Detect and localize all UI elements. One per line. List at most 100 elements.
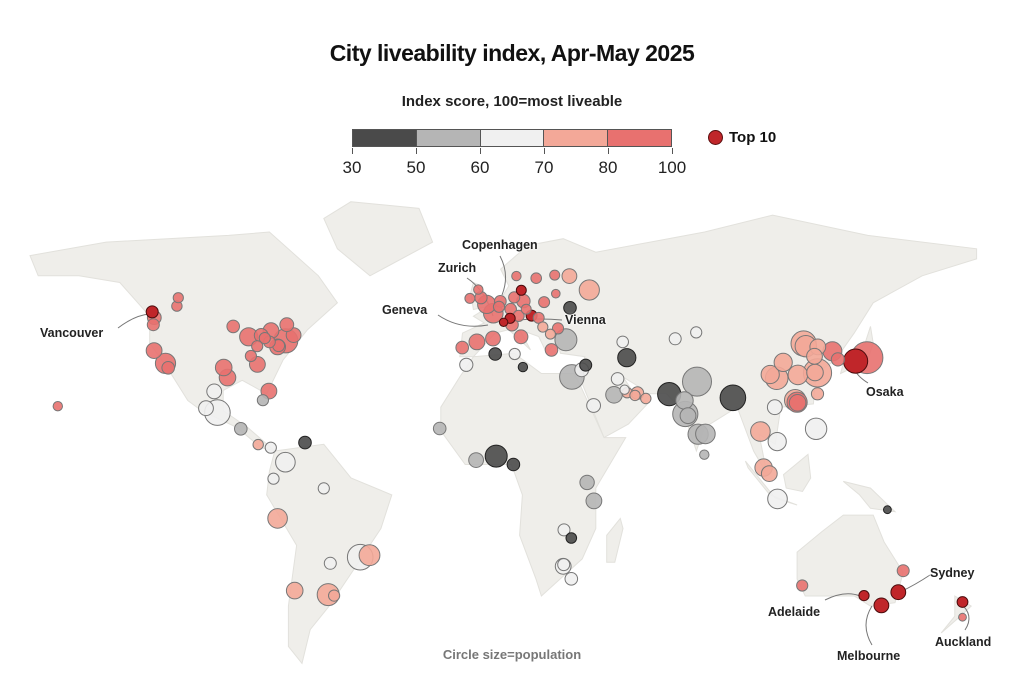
landmass-new-guinea bbox=[842, 480, 897, 513]
landmass-greenland bbox=[323, 201, 434, 277]
city-marker bbox=[328, 589, 341, 602]
city-marker bbox=[530, 272, 543, 285]
leader-line-adelaide bbox=[824, 593, 861, 601]
city-marker bbox=[579, 474, 595, 491]
city-marker bbox=[513, 329, 529, 345]
city-marker bbox=[766, 399, 783, 416]
label-geneva: Geneva bbox=[382, 303, 428, 317]
legend-tick-label: 100 bbox=[657, 158, 687, 177]
landmass-madagascar bbox=[606, 517, 624, 563]
city-marker bbox=[767, 432, 787, 452]
city-marker-top10 bbox=[956, 596, 969, 608]
landmass-australia bbox=[796, 514, 904, 607]
label-zurich: Zurich bbox=[438, 261, 477, 275]
city-marker bbox=[640, 392, 652, 405]
legend-tick-label: 30 bbox=[342, 158, 362, 177]
label-vancouver: Vancouver bbox=[40, 326, 104, 340]
city-marker-top10 bbox=[890, 584, 907, 601]
label-auckland: Auckland bbox=[935, 635, 992, 649]
city-marker bbox=[690, 326, 703, 339]
city-marker bbox=[557, 558, 571, 572]
leader-line-geneva bbox=[437, 314, 489, 327]
legend-tick bbox=[416, 148, 417, 154]
city-marker bbox=[544, 343, 559, 357]
city-marker bbox=[551, 288, 561, 299]
city-marker bbox=[492, 300, 506, 313]
city-marker bbox=[810, 387, 825, 401]
city-marker bbox=[508, 291, 521, 304]
city-marker bbox=[549, 269, 561, 281]
legend-tick bbox=[672, 148, 673, 154]
city-marker bbox=[773, 352, 793, 372]
legend-tick bbox=[352, 148, 353, 154]
city-marker bbox=[760, 364, 780, 385]
city-marker bbox=[679, 407, 697, 425]
city-marker bbox=[564, 572, 579, 586]
city-marker bbox=[275, 451, 296, 473]
city-marker bbox=[455, 340, 470, 355]
city-marker bbox=[551, 322, 565, 335]
city-marker-top10 bbox=[145, 305, 159, 319]
city-marker bbox=[485, 330, 501, 347]
city-marker bbox=[517, 361, 529, 373]
city-marker bbox=[459, 357, 474, 372]
city-marker bbox=[668, 332, 682, 346]
city-marker bbox=[317, 482, 330, 495]
city-marker bbox=[473, 284, 484, 295]
city-marker bbox=[565, 532, 578, 544]
legend-bin-70-80 bbox=[544, 130, 609, 146]
legend-tick bbox=[608, 148, 609, 154]
city-marker bbox=[145, 342, 163, 360]
city-marker bbox=[520, 303, 532, 315]
city-marker bbox=[244, 349, 257, 363]
city-marker bbox=[484, 444, 508, 468]
city-marker bbox=[896, 564, 910, 578]
color-legend bbox=[352, 129, 672, 147]
chart-title: City liveability index, Apr-May 2025 bbox=[329, 40, 695, 66]
city-marker bbox=[699, 449, 710, 460]
size-note: Circle size=population bbox=[442, 647, 582, 662]
city-marker bbox=[146, 318, 160, 332]
city-marker bbox=[432, 421, 447, 436]
city-marker bbox=[358, 544, 381, 567]
city-marker bbox=[161, 361, 175, 375]
city-marker bbox=[256, 394, 269, 407]
legend-tick-label: 60 bbox=[470, 158, 490, 177]
label-melbourne: Melbourne bbox=[837, 649, 901, 663]
city-marker bbox=[554, 328, 578, 352]
leader-line-melbourne bbox=[865, 605, 873, 646]
city-marker bbox=[585, 492, 603, 510]
legend-tick bbox=[544, 148, 545, 154]
city-marker bbox=[52, 401, 63, 412]
label-sydney: Sydney bbox=[930, 566, 975, 580]
city-marker bbox=[226, 319, 240, 334]
city-marker bbox=[750, 421, 771, 442]
city-marker bbox=[298, 435, 312, 450]
city-marker bbox=[682, 366, 712, 397]
city-marker bbox=[617, 348, 637, 368]
leader-line-vancouver bbox=[117, 313, 151, 329]
top10-label: Top 10 bbox=[729, 129, 777, 146]
city-marker bbox=[796, 579, 809, 592]
city-marker bbox=[578, 279, 600, 301]
city-marker bbox=[760, 465, 778, 483]
city-marker bbox=[468, 452, 485, 469]
city-marker-top10 bbox=[515, 284, 527, 296]
city-marker bbox=[468, 333, 486, 351]
city-marker bbox=[958, 612, 967, 622]
top10-legend: Top 10 bbox=[708, 129, 776, 146]
city-marker bbox=[579, 358, 593, 372]
legend-tick-label: 80 bbox=[598, 158, 618, 177]
city-marker bbox=[767, 488, 788, 510]
city-marker bbox=[787, 364, 809, 386]
city-marker bbox=[788, 394, 807, 412]
city-marker bbox=[511, 270, 522, 282]
city-marker-top10 bbox=[858, 590, 870, 602]
city-marker-top10 bbox=[498, 317, 509, 327]
city-marker bbox=[557, 523, 571, 537]
city-marker bbox=[323, 556, 337, 570]
city-marker bbox=[538, 296, 551, 309]
city-marker bbox=[234, 422, 248, 436]
legend-tick bbox=[480, 148, 481, 154]
city-marker-top10 bbox=[843, 348, 869, 374]
